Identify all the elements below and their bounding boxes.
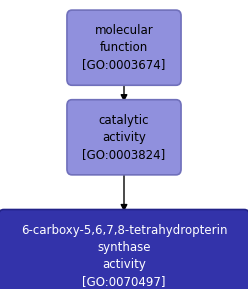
Text: catalytic
activity
[GO:0003824]: catalytic activity [GO:0003824] (82, 114, 166, 161)
FancyBboxPatch shape (67, 10, 181, 85)
FancyBboxPatch shape (0, 210, 248, 289)
FancyBboxPatch shape (67, 100, 181, 175)
Text: molecular
function
[GO:0003674]: molecular function [GO:0003674] (82, 24, 166, 71)
Text: 6-carboxy-5,6,7,8-tetrahydropterin
synthase
activity
[GO:0070497]: 6-carboxy-5,6,7,8-tetrahydropterin synth… (21, 224, 227, 288)
